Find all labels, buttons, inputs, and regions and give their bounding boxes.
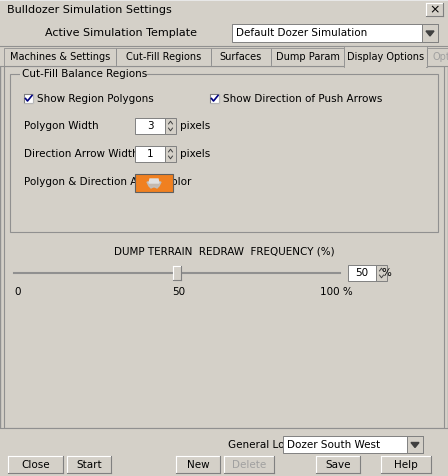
Bar (210, 94, 219, 103)
Bar (283, 436, 423, 453)
Text: Surfaces: Surfaces (220, 52, 262, 62)
Text: pixels: pixels (180, 149, 210, 159)
Bar (116, 48, 211, 66)
Text: Delete: Delete (232, 459, 266, 469)
Bar (407, 436, 423, 453)
Text: %: % (381, 268, 391, 278)
Text: Close: Close (21, 459, 50, 469)
Bar (10, 74, 438, 232)
Bar (381, 456, 431, 473)
Bar (0, 46, 448, 66)
Text: DUMP TERRAIN  REDRAW  FREQUENCY (%): DUMP TERRAIN REDRAW FREQUENCY (%) (114, 246, 334, 256)
Text: Cut-Fill Balance Regions: Cut-Fill Balance Regions (22, 69, 147, 79)
Bar (422, 24, 438, 42)
Text: Dozer South West: Dozer South West (287, 439, 380, 449)
Bar (232, 24, 438, 42)
Text: Start: Start (76, 459, 102, 469)
Bar (173, 266, 181, 280)
Text: General Log: General Log (228, 440, 291, 450)
Text: Direction Arrow Width: Direction Arrow Width (24, 149, 138, 159)
Text: Dump Param: Dump Param (276, 52, 340, 62)
Bar (165, 118, 176, 134)
Bar (24, 94, 33, 103)
Polygon shape (426, 31, 434, 36)
Bar (0, 20, 448, 46)
Bar (348, 265, 376, 281)
Bar (135, 174, 173, 192)
Polygon shape (147, 182, 161, 188)
Bar (344, 46, 427, 67)
Bar (316, 456, 360, 473)
Text: Save: Save (325, 459, 351, 469)
Bar (376, 265, 387, 281)
Text: pixels: pixels (180, 121, 210, 131)
Bar (0, 0, 448, 20)
Text: 50: 50 (172, 287, 185, 297)
Text: Bulldozer Simulation Settings: Bulldozer Simulation Settings (7, 5, 172, 15)
Text: Default Dozer Simulation: Default Dozer Simulation (236, 28, 367, 38)
Bar (176, 456, 220, 473)
Text: Show Region Polygons: Show Region Polygons (37, 93, 154, 103)
Bar (271, 48, 344, 66)
Bar (426, 3, 443, 16)
Polygon shape (411, 443, 419, 447)
Bar (211, 48, 271, 66)
Text: Optimize: Optimize (432, 52, 448, 62)
Bar (345, 66, 426, 68)
Bar (20, 68, 145, 80)
Bar (0, 0, 448, 1)
Text: Machines & Settings: Machines & Settings (10, 52, 110, 62)
Bar (135, 118, 165, 134)
Text: New: New (187, 459, 209, 469)
Text: Show Direction of Push Arrows: Show Direction of Push Arrows (223, 93, 383, 103)
Text: 1: 1 (146, 149, 153, 159)
Text: Help: Help (394, 459, 418, 469)
Text: 3: 3 (146, 121, 153, 131)
Polygon shape (149, 179, 159, 183)
Text: 50: 50 (355, 268, 369, 278)
Text: Polygon Width: Polygon Width (24, 121, 99, 131)
Bar (8, 456, 63, 473)
Text: Polygon & Direction Arrow Color: Polygon & Direction Arrow Color (24, 177, 191, 187)
Text: Display Options: Display Options (347, 51, 424, 61)
Bar (4, 66, 444, 428)
Bar (345, 65, 427, 67)
Bar (0, 428, 448, 476)
Text: 0: 0 (14, 287, 21, 297)
Bar (224, 456, 274, 473)
Bar (67, 456, 111, 473)
Text: Active Simulation Template: Active Simulation Template (45, 28, 197, 38)
Text: ×: × (429, 3, 440, 16)
Bar (427, 48, 448, 66)
Text: Cut-Fill Regions: Cut-Fill Regions (126, 52, 201, 62)
Text: 100 %: 100 % (320, 287, 353, 297)
Bar (165, 146, 176, 162)
Bar (135, 146, 165, 162)
Bar (4, 48, 116, 66)
